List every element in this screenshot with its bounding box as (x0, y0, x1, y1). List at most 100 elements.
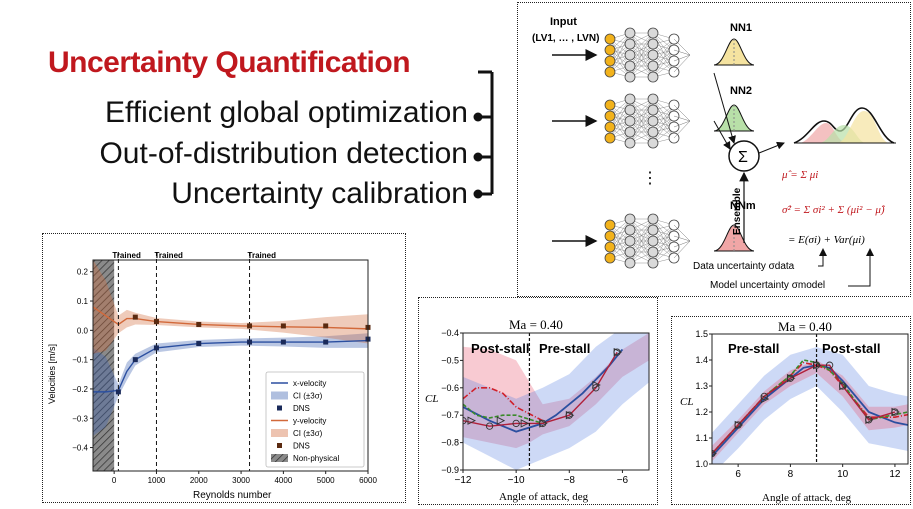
dns-point-y (247, 323, 253, 329)
nn-output-edge (673, 240, 691, 259)
cl-right-panel: Ma = 0.40 CL Angle of attack, deg 6 8 10 12… (671, 316, 911, 505)
nn-edge (629, 32, 654, 67)
nn-neuron (604, 33, 616, 45)
nn-neuron (624, 246, 636, 258)
velocity-axes-frame (92, 259, 369, 472)
y-tick-label: −0.6 (441, 383, 459, 393)
x-tick-label: −6 (617, 475, 629, 486)
x-tick-label: 6 (735, 469, 741, 480)
nn-neuron (624, 93, 636, 105)
nn-neuron (604, 55, 616, 67)
sum-node (728, 140, 760, 172)
nn-neuron (604, 66, 616, 78)
cl-pink-band (463, 333, 649, 449)
nn2-label: NN2 (730, 85, 752, 97)
trained-label: Trained (248, 251, 277, 260)
cl-marker-triangle (613, 347, 623, 357)
legend-swatch (271, 391, 288, 400)
x-tick-label: −8 (564, 475, 576, 486)
dns-point-x (153, 345, 159, 351)
cl-marker-triangle (520, 419, 530, 428)
x-tick-label: 3000 (232, 476, 250, 485)
velocity-xlabel: Reynolds number (193, 490, 272, 501)
nn-edge (652, 115, 675, 144)
nn-neuron (604, 132, 616, 144)
nn-neuron (604, 252, 616, 264)
legend-swatch (277, 443, 282, 448)
nn-neuron (647, 60, 659, 72)
nn-output-edge (673, 49, 691, 56)
mixture-distribution (793, 107, 896, 144)
nn-edge (609, 218, 631, 259)
cl-marker-triangle (467, 416, 476, 425)
x-velocity-ci-band (93, 333, 368, 436)
stall-region-label: Pre-stall (728, 341, 779, 356)
y-tick-label: 1.2 (695, 407, 708, 417)
nn-edge (629, 98, 654, 133)
arrow-nn2-sum (713, 120, 731, 150)
nonphysical-region (93, 260, 115, 471)
cl-axes-frame (711, 333, 909, 465)
nn-neuron (647, 257, 659, 269)
nn-neuron (624, 235, 636, 247)
nn-neuron (647, 224, 659, 236)
y-tick-label: 1.3 (695, 381, 708, 391)
nn-neuron (624, 257, 636, 269)
cl-marker-circle (485, 422, 494, 430)
nn-edge (652, 104, 675, 144)
heading-bracket (473, 70, 494, 199)
velocity-legend (265, 371, 365, 468)
nn-neuron (624, 104, 636, 116)
nn-neuron (604, 44, 616, 56)
cl-series-line (712, 359, 908, 455)
x-tick-label: −10 (508, 475, 525, 486)
nn-neuron (647, 213, 659, 225)
ensemble-diagram-panel: Input (LV1, … , LVN) NN1 NN2 NNm ⋮ Σ Ens… (517, 2, 911, 297)
heading-item-egd: Efficient global optimization (105, 96, 468, 129)
cl-blue-band (463, 333, 649, 470)
y-tick-label: 1.4 (695, 355, 708, 365)
cl-left-panel: Ma = 0.40 CL Angle of attack, deg −12 −10… (418, 297, 658, 505)
nn-edge (629, 229, 654, 264)
legend-label: Non-physical (293, 454, 339, 463)
nn-neuron (624, 213, 636, 225)
cl-axes-frame (462, 332, 650, 471)
nn-edge (609, 229, 631, 259)
cl-left-xlabel: Angle of attack, deg (499, 491, 589, 503)
nn-neuron (624, 137, 636, 149)
cl-marker-triangle (539, 419, 548, 428)
nn-neuron (624, 38, 636, 50)
x-tick-label: 4000 (274, 476, 292, 485)
nn-neuron (647, 115, 659, 127)
eq-mean: μ̂ = Σ μi (781, 169, 818, 181)
ensemble-label: Ensemble (732, 187, 743, 235)
cl-marker-triangle (786, 373, 796, 383)
y-tick-label: −0.8 (441, 438, 459, 448)
nn-neuron (604, 110, 616, 122)
stall-region-label: Post-stall (471, 341, 530, 356)
nn-neuron (624, 71, 636, 83)
nn-output-edge (673, 54, 691, 73)
nn-output-edge (673, 104, 691, 122)
heading-item-calibration: Uncertainty calibration (171, 177, 468, 210)
y-tick-label: 0.2 (77, 268, 89, 277)
cl-marker-triangle (865, 415, 874, 425)
input-vars: (LV1, … , LVN) (532, 33, 599, 44)
stall-region-label: Post-stall (822, 341, 881, 356)
heading-item-ood: Out-of-distribution detection (99, 137, 468, 170)
y-tick-label: −0.4 (441, 328, 459, 338)
cl-plot-area (463, 333, 649, 470)
nn-edge (609, 98, 631, 139)
cl-series-line (463, 403, 543, 425)
cl-blue-band (712, 347, 908, 464)
x-tick-label: −12 (455, 475, 472, 486)
x-tick-label: 8 (788, 469, 794, 480)
nn-edge (629, 43, 654, 78)
dns-point-y (280, 323, 286, 329)
eq-decomposition: = E(σi) + Var(μi) (788, 234, 865, 246)
legend-label: DNS (293, 404, 310, 413)
cl-marker-triangle (565, 410, 575, 420)
legend-label: DNS (293, 442, 310, 451)
nn-neuron (624, 60, 636, 72)
nn-neuron (624, 126, 636, 138)
